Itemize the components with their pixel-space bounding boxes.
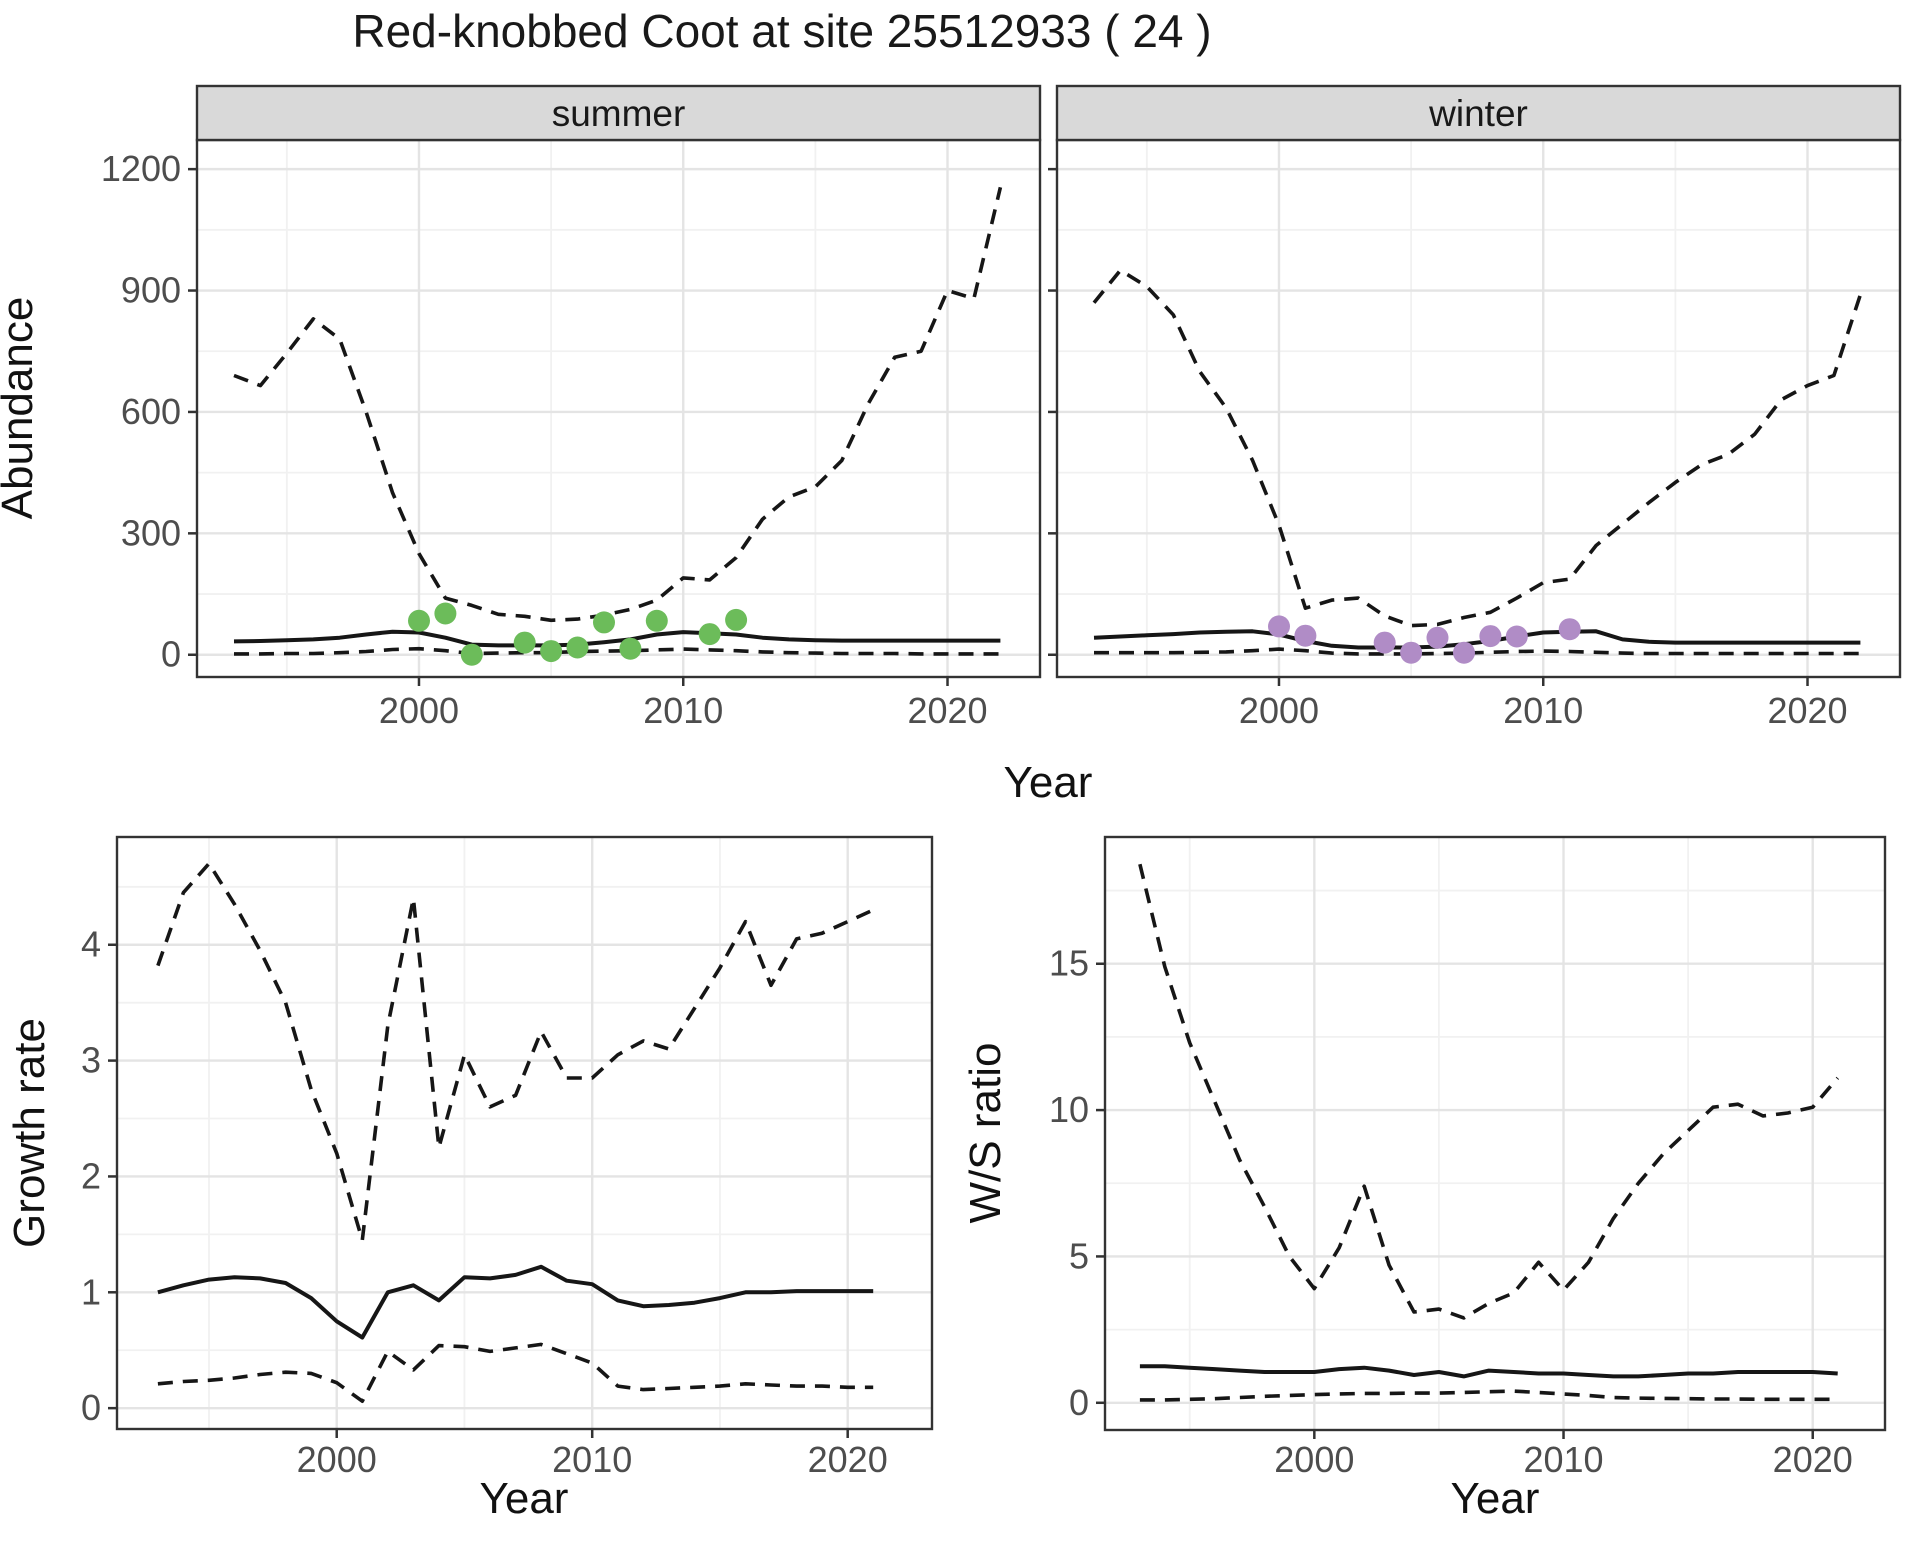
- series-mean-line: [233, 629, 1001, 648]
- facet-strip-winter: [1055, 84, 1902, 142]
- data-point: [725, 608, 748, 631]
- data-point: [1373, 631, 1396, 654]
- data-point: [1505, 625, 1528, 648]
- y-axis-title: Abundance: [0, 297, 42, 520]
- panel-abundance-winter: winter 2000 2010 2020: [1048, 84, 1902, 731]
- x-tick-label: 2020: [808, 1439, 888, 1480]
- y-tick-label: 1: [81, 1271, 101, 1312]
- x-tick-label: 2000: [379, 690, 459, 731]
- data-point: [1426, 626, 1449, 649]
- x-axis-title: Year: [1004, 758, 1093, 807]
- y-tick-label: 0: [1069, 1382, 1089, 1423]
- series-lower_ci-line: [1139, 1389, 1838, 1402]
- y-tick-label: 900: [121, 270, 181, 311]
- y-tick-label: 0: [81, 1387, 101, 1428]
- data-point: [434, 602, 457, 625]
- x-tick-label: 2020: [1767, 690, 1847, 731]
- y-axis-title: Growth rate: [5, 1018, 54, 1248]
- y-axis-title: W/S ratio: [961, 1043, 1010, 1224]
- y-tick-label: 600: [121, 391, 181, 432]
- series-lower_ci-line: [234, 646, 1001, 656]
- y-tick-label: 15: [1049, 943, 1089, 984]
- data-point: [1453, 641, 1475, 664]
- x-tick-label: 2010: [1503, 690, 1583, 731]
- y-tick-label: 1200: [101, 148, 181, 189]
- panel-background: [1105, 837, 1885, 1430]
- data-point: [619, 637, 642, 660]
- series-lower_ci-line: [1094, 647, 1861, 656]
- y-tick-label: 2: [81, 1155, 101, 1196]
- plot-title: Red-knobbed Coot at site 25512933 ( 24 ): [352, 5, 1212, 57]
- series-lower_ci-line: [157, 1342, 874, 1403]
- series-upper_ci-line: [233, 186, 1003, 623]
- data-point: [566, 636, 589, 659]
- data-point: [1479, 625, 1502, 648]
- series-upper_ci-line: [1092, 268, 1863, 628]
- data-point: [460, 643, 483, 666]
- x-axis-title: Year: [1451, 1474, 1540, 1523]
- x-tick-label: 2020: [907, 690, 987, 731]
- panel-border: [1103, 835, 1887, 1432]
- data-point: [1400, 641, 1423, 664]
- y-tick-label: 10: [1049, 1089, 1089, 1130]
- series-upper_ci-line: [156, 861, 874, 1242]
- y-tick-label: 5: [1069, 1235, 1089, 1276]
- x-tick-label: 2000: [1239, 690, 1319, 731]
- y-tick-label: 0: [161, 634, 181, 675]
- data-point: [698, 623, 721, 646]
- series-mean-line: [1139, 1364, 1838, 1379]
- facet-strip-label: summer: [552, 93, 686, 134]
- series-mean-line: [1093, 629, 1861, 650]
- data-point: [593, 611, 615, 634]
- data-point: [1294, 624, 1317, 647]
- data-point: [408, 609, 430, 632]
- x-tick-label: 2000: [1274, 1439, 1354, 1480]
- facet-strip-label: winter: [1428, 93, 1528, 134]
- facet-strip-summer: [195, 84, 1042, 142]
- panel-ws-ratio: 2000 2010 2020 0 5 10 15 W/S ratio Year: [961, 835, 1887, 1523]
- data-point: [1268, 615, 1290, 638]
- panel-abundance-summer: summer 2000 2010 2020 0 300 600 900 1200 Abundanc…: [0, 84, 1042, 731]
- x-axis-title: Year: [480, 1474, 569, 1523]
- x-tick-label: 2020: [1773, 1439, 1853, 1480]
- data-point: [540, 640, 563, 663]
- x-tick-label: 2000: [297, 1439, 377, 1480]
- y-tick-label: 300: [121, 512, 181, 553]
- data-point: [1558, 618, 1581, 641]
- panel-background: [117, 837, 932, 1429]
- series-mean-line: [157, 1264, 874, 1340]
- y-tick-label: 3: [81, 1040, 101, 1081]
- panel-growth-rate: 2000 2010 2020 0 1 2 3 4 Growth rate Year: [5, 835, 934, 1523]
- panel-border: [115, 835, 934, 1431]
- data-point: [513, 631, 536, 654]
- panel-background: [197, 140, 1040, 677]
- x-tick-label: 2010: [643, 690, 723, 731]
- y-tick-label: 4: [81, 924, 101, 965]
- x-tick-label: 2010: [1523, 1439, 1603, 1480]
- data-point: [645, 609, 668, 632]
- x-tick-label: 2010: [552, 1439, 632, 1480]
